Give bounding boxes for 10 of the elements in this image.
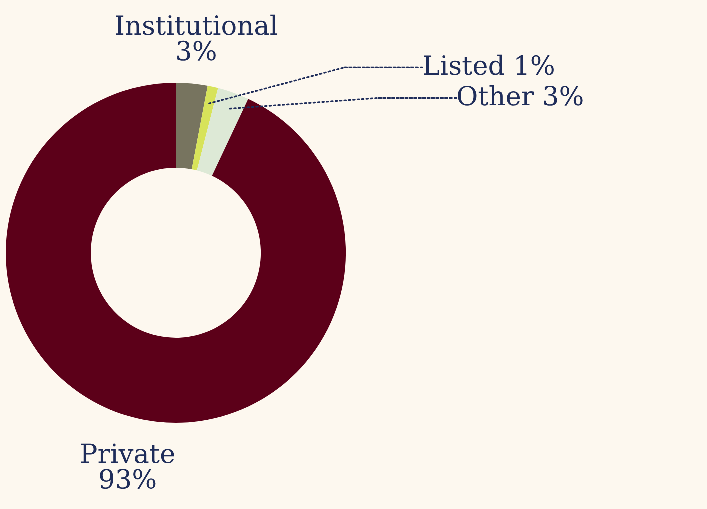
donut-slice	[176, 82, 208, 170]
data-label: 93%	[100, 469, 156, 490]
donut-slice	[197, 88, 248, 176]
donut-slice	[192, 86, 218, 171]
donut-slice	[6, 82, 346, 423]
data-label: 3%	[178, 40, 216, 61]
slice-label: Other 3%	[458, 86, 583, 106]
slice-label: Private	[81, 444, 174, 464]
slice-label: Institutional	[116, 14, 278, 36]
slice-label: Listed 1%	[424, 54, 554, 76]
